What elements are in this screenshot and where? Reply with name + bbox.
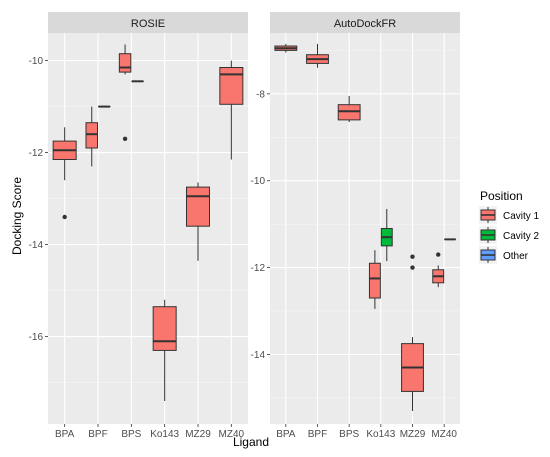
legend-label: Cavity 2: [503, 231, 540, 242]
x-tick-label: MZ40: [219, 429, 245, 440]
box-mz40-cavity-1: [432, 252, 445, 288]
panel-background: [48, 33, 248, 424]
legend: Position Cavity 1 Cavity 2 Other: [479, 189, 540, 264]
x-tick-label: BPS: [339, 429, 359, 440]
box-body: [85, 122, 98, 149]
strip-background: [270, 12, 460, 33]
box-body: [152, 306, 177, 351]
box-ko143-cavity-2: [380, 208, 393, 262]
x-tick-label: BPF: [308, 429, 327, 440]
box-body: [219, 67, 244, 105]
y-tick-label: -8: [256, 89, 265, 100]
box-body: [186, 186, 210, 227]
box-body: [118, 53, 132, 73]
outlier-point: [436, 252, 441, 257]
x-tick-label: BPF: [88, 429, 107, 440]
x-tick-label: Ko143: [366, 429, 395, 440]
box-mz29-cavity-1: [186, 182, 210, 261]
x-tick-label: BPA: [55, 429, 75, 440]
legend-label: Cavity 1: [503, 211, 540, 222]
legend-entry-cavity-1: Cavity 1: [479, 206, 540, 224]
y-tick-label: -12: [251, 263, 266, 274]
y-tick-label: -14: [251, 350, 266, 361]
x-axis-title: Ligand: [233, 435, 269, 449]
box-body: [368, 262, 381, 299]
legend-label: Other: [503, 251, 529, 262]
box-bpf-cavity-1: [85, 106, 98, 167]
box-ko143-cavity-1: [152, 299, 177, 401]
box-bpa-cavity-1: [274, 43, 298, 53]
panel-autodockfr: AutoDockFR -14 -12 -10 -8 BPA BPF BPS Ko143 MZ29 M…: [251, 12, 460, 440]
legend-entry-cavity-2: Cavity 2: [479, 226, 540, 244]
box-bps-cavity-1: [118, 44, 132, 141]
strip-background: [48, 12, 248, 33]
x-tick-label: MZ29: [400, 429, 426, 440]
x-tick-label: Ko143: [150, 429, 179, 440]
x-tick-label: BPS: [121, 429, 141, 440]
box-bps-cavity-1: [337, 95, 361, 123]
box-body: [337, 104, 361, 121]
x-tick-label: BPA: [276, 429, 296, 440]
strip-label: AutoDockFR: [334, 18, 396, 30]
x-tick-label: MZ40: [431, 429, 457, 440]
outlier-point: [410, 254, 415, 259]
outlier-point: [62, 214, 67, 220]
y-tick-label: -10: [29, 56, 44, 67]
box-mz40-cavity-1: [219, 60, 244, 160]
y-tick-label: -16: [29, 332, 44, 343]
box-ko143-cavity-1: [368, 250, 381, 309]
y-axis-title: Docking Score: [10, 177, 24, 255]
legend-entry-other: Other: [479, 246, 529, 264]
box-mz29-cavity-1: [401, 254, 424, 411]
y-tick-label: -10: [251, 176, 266, 187]
y-tick-label: -12: [29, 148, 44, 159]
y-tick-label: -14: [29, 240, 44, 251]
box-bpf-cavity-1: [306, 43, 329, 68]
outlier-point: [122, 136, 128, 141]
strip-label: ROSIE: [131, 18, 165, 30]
legend-title: Position: [480, 189, 523, 203]
panel-background: [270, 33, 460, 424]
x-tick-label: MZ29: [185, 429, 211, 440]
box-bpa-cavity-1: [52, 127, 77, 220]
panel-rosie: ROSIE -16 -14 -12 -10 BPA BPF BPS Ko143 MZ29 MZ40: [29, 12, 248, 440]
outlier-point: [410, 265, 415, 270]
